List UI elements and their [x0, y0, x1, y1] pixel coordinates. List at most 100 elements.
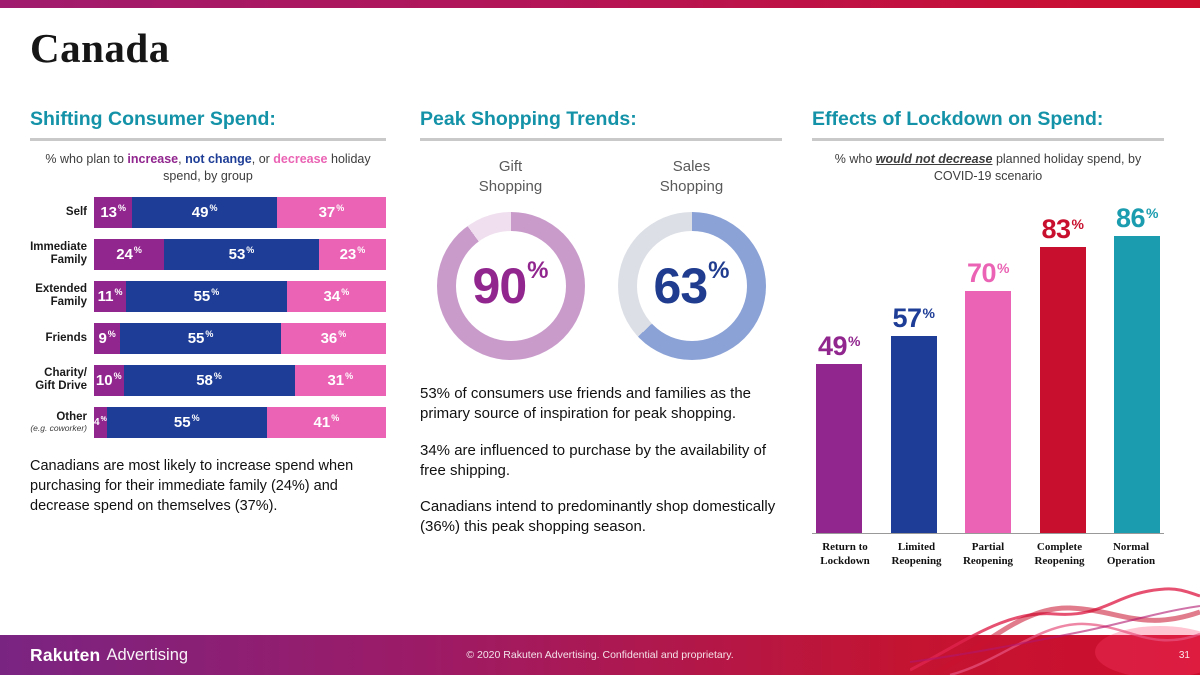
- trends-text-block: 53% of consumers use friends and familie…: [420, 384, 782, 538]
- percent-sign: %: [527, 257, 549, 284]
- caption-text: ,: [178, 152, 186, 166]
- bar: [1039, 246, 1086, 533]
- bar-segment-decrease: 37%: [276, 196, 386, 228]
- bar-value-label: 49%: [818, 330, 860, 361]
- percent-sign: %: [708, 257, 730, 284]
- bar: [1114, 235, 1160, 533]
- bar-segment-decrease: 23%: [318, 238, 386, 270]
- rakuten-wordmark: Rakuten: [30, 644, 101, 665]
- sales-shopping-donut: Sales Shopping 63%: [601, 157, 782, 360]
- bar: [816, 363, 862, 533]
- spend-note: Canadians are most likely to increase sp…: [30, 457, 354, 515]
- bar-segment-decrease: 36%: [280, 322, 386, 354]
- bar-segment-not-change: 58%: [123, 364, 295, 396]
- bar-value-label: 86%: [1116, 202, 1158, 233]
- lockdown-chart-caption: % who would not decrease planned holiday…: [812, 151, 1164, 185]
- column-chart-labels: Return to Lockdown Limited Reopening Parti…: [812, 540, 1164, 569]
- bar-segment-not-change: 49%: [132, 196, 277, 228]
- donut-value: 63: [653, 258, 709, 314]
- stacked-bar-row: Self 13% 49% 37%: [30, 196, 386, 228]
- row-label: Friends: [45, 331, 87, 344]
- bar-segment-increase: 9%: [94, 322, 121, 354]
- caption-text: holiday spend, by group: [163, 152, 371, 183]
- bar-segment-increase: 11%: [94, 280, 127, 312]
- heading-rule: [812, 138, 1164, 141]
- bar-segment-increase: 4%: [94, 406, 107, 438]
- stacked-bar-row: Friends 9% 55% 36%: [30, 322, 386, 354]
- row-label-note: (e.g. coworker): [30, 422, 87, 433]
- bar-segment-increase: 24%: [94, 238, 165, 270]
- copyright-text: © 2020 Rakuten Advertising. Confidential…: [466, 649, 734, 661]
- donut-ring: 63%: [617, 212, 766, 360]
- stacked-bar: 24% 53% 23%: [94, 238, 386, 270]
- lockdown-effects-panel: Effects of Lockdown on Spend: % who woul…: [812, 108, 1164, 568]
- gift-shopping-donut: Gift Shopping 90%: [420, 157, 601, 360]
- bar-segment-not-change: 55%: [120, 322, 281, 354]
- stacked-bar: 13% 49% 37%: [94, 196, 386, 228]
- rakuten-logo: Rakuten Advertising: [30, 635, 188, 675]
- shifting-consumer-spend-panel: Shifting Consumer Spend: % who plan to i…: [30, 108, 387, 517]
- panel-heading-trends: Peak Shopping Trends:: [420, 108, 637, 130]
- stacked-bar-row: Immediate Family 24% 53% 23%: [30, 238, 386, 270]
- column-bar-group: 70%: [965, 257, 1011, 533]
- column-bar-group: 49%: [816, 330, 862, 533]
- stacked-bar: 9% 55% 36%: [94, 322, 386, 354]
- bar-value-label: 83%: [1041, 213, 1084, 244]
- footer-bar: Rakuten Advertising © 2020 Rakuten Adver…: [0, 635, 1200, 675]
- row-label: Self: [65, 205, 87, 218]
- trend-paragraph: Canadians intend to predominantly shop d…: [420, 498, 776, 536]
- stacked-bar-row: Other (e.g. coworker) 4% 55% 41%: [30, 406, 386, 438]
- bar-segment-decrease: 34%: [286, 280, 386, 312]
- donut-ring: 90%: [436, 212, 585, 360]
- row-label: Other (e.g. coworker): [30, 410, 87, 433]
- bar-segment-not-change: 55%: [106, 406, 267, 438]
- bar-category-label: Limited Reopening: [891, 540, 942, 568]
- trend-paragraph: 53% of consumers use friends and familie…: [420, 385, 752, 423]
- donut-center: 63%: [636, 231, 747, 341]
- heading-rule: [30, 138, 386, 141]
- trend-paragraph: 34% are influenced to purchase by the av…: [420, 441, 767, 479]
- bar-category-label: Return to Lockdown: [820, 540, 870, 568]
- column-bar-group: 86%: [1114, 202, 1160, 533]
- not-change-legend-word: not change: [185, 152, 252, 166]
- bar: [965, 290, 1011, 533]
- stacked-bar: 4% 55% 41%: [94, 406, 386, 438]
- row-label: Extended Family: [35, 283, 87, 309]
- column-chart-plot: 49% 57% 70% 83% 86%: [812, 199, 1164, 534]
- would-not-decrease-emphasis: would not decrease: [875, 152, 993, 166]
- bar-value-label: 57%: [892, 302, 935, 333]
- bar-category-label: Complete Reopening: [1034, 540, 1085, 568]
- page-number: 31: [1178, 649, 1190, 661]
- bar-category-label: Partial Reopening: [962, 540, 1014, 568]
- bar-segment-decrease: 41%: [266, 406, 386, 438]
- column-bar-group: 83%: [1039, 213, 1086, 533]
- caption-text: % who plan to: [45, 152, 128, 166]
- heading-rule: [420, 138, 782, 141]
- donut-title: Sales Shopping: [659, 158, 724, 195]
- bar: [890, 335, 937, 533]
- row-label: Immediate Family: [30, 241, 87, 267]
- peak-shopping-trends-panel: Peak Shopping Trends: Gift Shopping 90% …: [420, 108, 782, 554]
- decrease-legend-word: decrease: [273, 152, 328, 166]
- donut-chart-row: Gift Shopping 90% Sales Shopping 63%: [420, 157, 782, 360]
- caption-text: planned holiday spend, by COVID-19 scena…: [933, 152, 1142, 183]
- bar-segment-not-change: 53%: [164, 238, 319, 270]
- caption-text: , or: [251, 152, 274, 166]
- spend-chart-caption: % who plan to increase, not change, or d…: [30, 151, 386, 185]
- stacked-bar-chart: Self 13% 49% 37% Immediate Family 24% 53% 23% Ex…: [30, 196, 387, 438]
- stacked-bar-row: Charity/ Gift Drive 10% 58% 31%: [30, 364, 387, 396]
- stacked-bar-row: Extended Family 11% 55% 34%: [30, 280, 386, 312]
- row-label: Charity/ Gift Drive: [35, 367, 87, 393]
- advertising-wordmark: Advertising: [106, 645, 189, 664]
- panel-heading-spend: Shifting Consumer Spend:: [30, 108, 276, 130]
- donut-center: 90%: [455, 231, 566, 341]
- bar-segment-increase: 10%: [94, 364, 124, 396]
- bar-segment-not-change: 55%: [126, 280, 287, 312]
- bar-value-label: 70%: [967, 257, 1009, 288]
- donut-title: Gift Shopping: [478, 158, 543, 195]
- panel-heading-lockdown: Effects of Lockdown on Spend:: [812, 108, 1104, 130]
- bar-segment-increase: 13%: [94, 196, 133, 228]
- column-bar-group: 57%: [890, 302, 937, 533]
- increase-legend-word: increase: [127, 152, 179, 166]
